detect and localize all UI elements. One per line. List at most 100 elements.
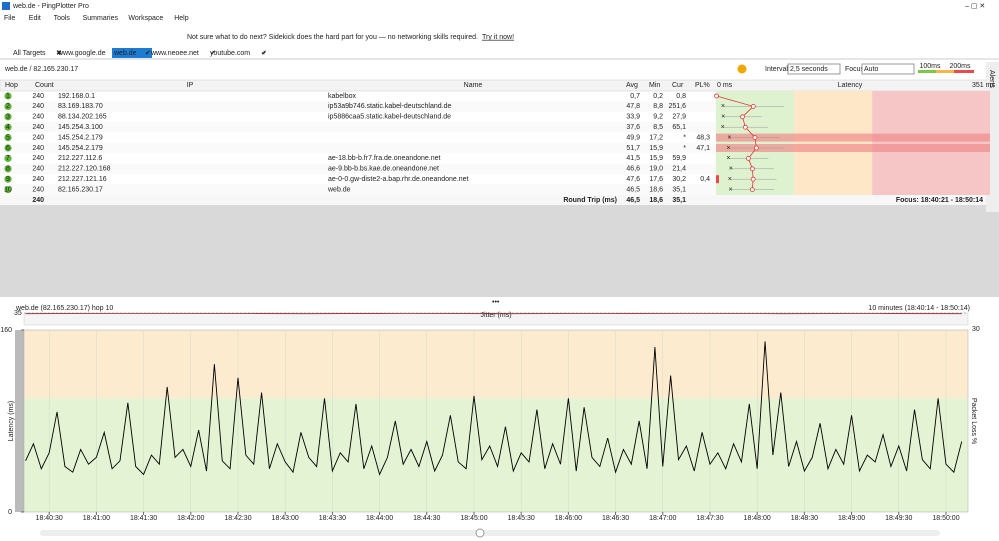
tab-close[interactable]: ✔ [210, 50, 216, 57]
tab-close[interactable]: ✔ [261, 50, 267, 57]
count: 240 [32, 103, 44, 110]
host-name: ip5886caa5.static.kabel-deutschland.de [328, 114, 451, 121]
tab[interactable]: www.google.de [57, 50, 106, 57]
row-bg [0, 122, 716, 133]
tab[interactable]: All Targets [13, 50, 46, 57]
min: 9,2 [653, 114, 663, 121]
tab[interactable]: www.neoee.net [150, 50, 199, 57]
min: 18,6 [649, 186, 663, 193]
menu-item[interactable]: Edit [29, 15, 41, 22]
hop: 5 [6, 134, 10, 141]
ip: 145.254.2.179 [58, 145, 103, 152]
x-tick-label: 18:45:30 [508, 515, 535, 522]
scroll-thumb[interactable] [475, 528, 485, 538]
avg: 46,5 [626, 186, 640, 193]
hop-badge [4, 154, 12, 162]
avg-marker [753, 145, 759, 151]
interval-value: 2,5 seconds [790, 66, 828, 73]
avg-marker [742, 124, 748, 130]
avg-marker [752, 135, 758, 141]
avg-line [716, 95, 757, 190]
cur: 35,1 [672, 186, 686, 193]
loss-bar [716, 133, 990, 142]
x-tick-label: 18:45:00 [460, 515, 487, 522]
scale-orange [936, 70, 954, 73]
interval-select[interactable] [787, 63, 841, 75]
ip: 212.227.112.6 [58, 155, 102, 162]
menu-item[interactable]: File [4, 15, 15, 22]
menu-item[interactable]: Summaries [83, 15, 119, 22]
app-icon [2, 2, 10, 10]
zone-red [872, 91, 990, 195]
row-bg [0, 101, 716, 112]
jitter-tick-label: 35 [14, 310, 22, 317]
loss-mark [716, 175, 719, 184]
zone-orange [24, 330, 968, 399]
banner-link[interactable]: Try it now! [482, 34, 514, 41]
count: 240 [32, 134, 44, 141]
menu-item[interactable]: Tools [54, 15, 71, 22]
hop-badge [4, 113, 12, 121]
y-gutter [15, 330, 24, 512]
column-header: IP [187, 82, 194, 89]
packet-loss: 0,4 [700, 176, 710, 183]
count: 240 [32, 155, 44, 162]
ip: 212.227.120.168 [58, 166, 111, 173]
hop-badge [4, 123, 12, 131]
host-name: web.de [327, 186, 351, 193]
cur: 21,4 [672, 166, 686, 173]
scrollbar[interactable] [40, 530, 940, 536]
ip: 145.254.3.100 [58, 124, 103, 131]
menu-item[interactable]: Workspace [128, 15, 163, 22]
hop: 6 [6, 145, 10, 152]
x-tick-label: 18:48:00 [744, 515, 771, 522]
chart-subtitle: 10 minutes (18:40:14 - 18:50:14) [868, 305, 970, 312]
zone-green [24, 398, 968, 512]
hop: 1 [6, 93, 10, 100]
ip: 212.227.121.16 [58, 176, 107, 183]
avg-marker [745, 155, 751, 161]
cur: 0,8 [676, 93, 686, 100]
hop-badge [4, 144, 12, 152]
tab[interactable]: youtube.com [210, 50, 250, 57]
min-marker: × [728, 176, 732, 183]
menu-item[interactable]: Help [174, 15, 189, 22]
pause-button[interactable] [737, 64, 747, 74]
count: 240 [32, 124, 44, 131]
ip: 83.169.183.70 [58, 103, 103, 110]
focus-select[interactable] [861, 63, 915, 75]
count: 240 [32, 166, 44, 173]
window-controls[interactable]: – ▢ ✕ [965, 3, 985, 10]
hop-badge [4, 175, 12, 183]
avg: 49,9 [626, 134, 640, 141]
y-tick-label: 0 [8, 509, 12, 516]
footer-label: Round Trip (ms) [563, 197, 617, 204]
host-name: ae-0-0.gw-diste2-a.bap.rhr.de.oneandone.… [328, 176, 469, 183]
x-tick-label: 18:48:30 [791, 515, 818, 522]
avg: 33,9 [626, 114, 640, 121]
tab-close[interactable]: ✖ [56, 50, 62, 57]
splitter[interactable]: ••• [492, 299, 500, 306]
min: 0,2 [653, 93, 663, 100]
cur: 65,1 [672, 124, 686, 131]
cur: * [683, 145, 686, 152]
avg-marker [714, 93, 719, 99]
hop-badge [4, 134, 12, 142]
footer-bg [0, 195, 990, 205]
x-tick-label: 18:44:30 [413, 515, 440, 522]
tab[interactable]: web.de [113, 50, 137, 57]
add-tab[interactable]: + [262, 50, 266, 57]
tab-selected [112, 48, 152, 58]
empty-area [0, 205, 999, 297]
cur: * [683, 134, 686, 141]
count: 240 [32, 176, 44, 183]
min-marker: × [728, 186, 732, 193]
tab-close[interactable]: ✔ [145, 50, 151, 57]
y-tick-label: 160 [0, 327, 12, 334]
x-tick-label: 18:49:30 [885, 515, 912, 522]
avg-marker [749, 166, 755, 172]
packet-loss: 47,1 [696, 145, 710, 152]
avg: 37,6 [626, 124, 640, 131]
count: 240 [32, 186, 44, 193]
avg: 46,6 [626, 166, 640, 173]
